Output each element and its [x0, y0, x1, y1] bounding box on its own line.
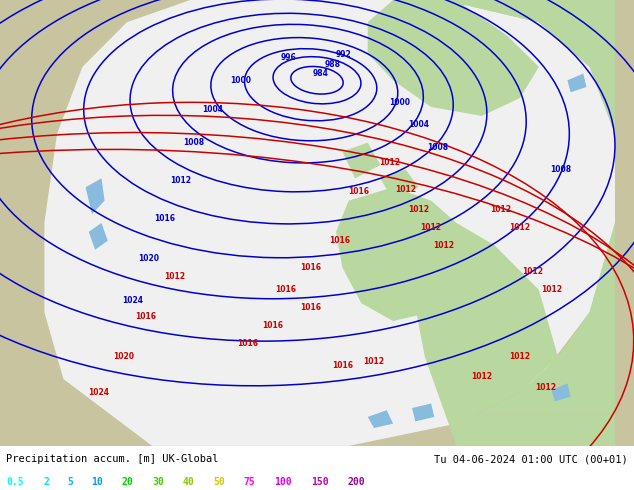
Text: 988: 988: [325, 60, 341, 69]
Text: 75: 75: [243, 477, 256, 487]
Text: 150: 150: [311, 477, 328, 487]
Polygon shape: [412, 223, 615, 446]
Text: 2: 2: [43, 477, 49, 487]
Polygon shape: [368, 0, 615, 415]
Polygon shape: [368, 410, 393, 428]
Text: 0.5: 0.5: [6, 477, 24, 487]
Text: 1012: 1012: [541, 285, 562, 294]
Text: 1016: 1016: [328, 236, 350, 245]
Polygon shape: [336, 187, 476, 321]
Text: 1020: 1020: [138, 254, 160, 263]
Text: 1020: 1020: [113, 352, 134, 361]
Text: Tu 04-06-2024 01:00 UTC (00+01): Tu 04-06-2024 01:00 UTC (00+01): [434, 454, 628, 464]
Text: 1024: 1024: [87, 388, 109, 397]
Text: 1016: 1016: [154, 214, 176, 223]
Text: 100: 100: [274, 477, 292, 487]
Polygon shape: [412, 404, 434, 421]
Text: 1000: 1000: [389, 98, 410, 107]
Text: 50: 50: [213, 477, 225, 487]
Text: Precipitation accum. [m] UK-Global: Precipitation accum. [m] UK-Global: [6, 454, 219, 464]
Text: 1012: 1012: [164, 272, 185, 281]
Text: 1012: 1012: [395, 185, 417, 194]
Text: 1016: 1016: [347, 187, 369, 196]
Text: 1008: 1008: [427, 143, 448, 151]
Text: 1000: 1000: [230, 76, 252, 85]
Text: 20: 20: [122, 477, 134, 487]
Text: 1012: 1012: [170, 176, 191, 185]
Text: 1016: 1016: [262, 321, 283, 330]
Text: 1016: 1016: [300, 303, 321, 312]
Polygon shape: [567, 74, 586, 92]
Text: 1012: 1012: [363, 357, 385, 366]
Text: 1012: 1012: [408, 205, 429, 214]
Text: 992: 992: [336, 50, 351, 59]
Text: 996: 996: [281, 53, 296, 62]
Text: 1008: 1008: [183, 138, 204, 147]
Text: 984: 984: [312, 69, 328, 78]
Text: 1004: 1004: [408, 121, 429, 129]
Polygon shape: [552, 384, 571, 401]
Text: 1016: 1016: [332, 361, 353, 370]
Text: 40: 40: [183, 477, 195, 487]
Text: 1016: 1016: [275, 285, 296, 294]
Text: 1012: 1012: [379, 158, 401, 167]
Text: 200: 200: [347, 477, 365, 487]
Text: 1016: 1016: [300, 263, 321, 272]
Text: 1012: 1012: [509, 223, 531, 232]
Text: 1012: 1012: [433, 241, 455, 250]
Polygon shape: [44, 0, 615, 446]
Text: 1004: 1004: [202, 105, 223, 114]
Polygon shape: [342, 143, 380, 178]
Polygon shape: [380, 170, 418, 201]
Polygon shape: [86, 178, 105, 214]
Text: 30: 30: [152, 477, 164, 487]
Text: 1016: 1016: [135, 312, 157, 321]
Text: 1008: 1008: [550, 165, 572, 174]
Text: 1012: 1012: [534, 384, 556, 392]
Text: 1012: 1012: [490, 205, 512, 214]
Text: 10: 10: [91, 477, 103, 487]
Polygon shape: [89, 223, 108, 250]
Text: 1012: 1012: [522, 268, 543, 276]
Text: 1012: 1012: [420, 223, 442, 232]
Polygon shape: [368, 0, 539, 116]
Text: 1024: 1024: [122, 296, 144, 305]
Text: 1012: 1012: [471, 372, 493, 381]
Text: 1016: 1016: [236, 339, 258, 348]
Text: 5: 5: [67, 477, 73, 487]
Text: 1012: 1012: [509, 352, 531, 361]
